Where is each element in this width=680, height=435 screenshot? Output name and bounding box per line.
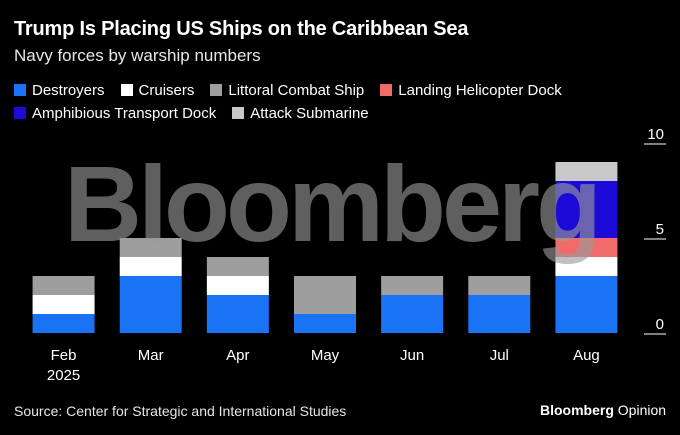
x-tick-label: Feb [51, 347, 77, 364]
x-tick-label: May [311, 347, 340, 364]
bar-segment-cruisers [555, 257, 618, 276]
bar-segment-littoral-combat-ship [381, 276, 444, 295]
x-tick-label: Aug [573, 347, 600, 364]
bar-segment-cruisers [206, 276, 269, 295]
legend-swatch [14, 107, 26, 119]
bar-segment-littoral-combat-ship [32, 276, 95, 295]
legend-label: Destroyers [32, 81, 105, 99]
bar-segment-littoral-combat-ship [294, 276, 356, 314]
legend-item-littoral-combat-ship: Littoral Combat Ship [210, 82, 364, 99]
legend-item-destroyers: Destroyers [14, 82, 105, 99]
y-tick-label: 10 [647, 126, 664, 143]
legend-item-attack-submarine: Attack Submarine [232, 104, 369, 122]
legend-swatch [232, 107, 245, 119]
bar-segment-destroyers [32, 314, 95, 333]
legend-label: Amphibious Transport Dock [32, 104, 217, 122]
brand-name: Bloomberg [540, 402, 614, 418]
legend-row-2: Amphibious Transport Dock Attack Submari… [14, 103, 654, 123]
legend-row-1: Destroyers Cruisers Littoral Combat Ship… [14, 80, 654, 100]
legend-item-cruisers: Cruisers [120, 81, 195, 99]
legend-label: Landing Helicopter Dock [398, 81, 562, 99]
bar-segment-destroyers [294, 314, 356, 333]
bar-segment-attack-submarine [555, 162, 618, 181]
legend-label: Littoral Combat Ship [228, 81, 365, 99]
y-tick-label: 5 [656, 221, 664, 238]
stacked-bar-chart: 0 5 10 Feb 2025 Mar Apr May Jun Jul Aug [32, 126, 666, 384]
brand-logo: Bloomberg Opinion [540, 402, 670, 418]
bar-segment-cruisers [32, 295, 95, 314]
bar-segment-littoral-combat-ship [468, 276, 531, 295]
x-tick-label: Mar [138, 347, 164, 364]
legend-swatch [210, 84, 223, 96]
legend: Destroyers Cruisers Littoral Combat Ship… [14, 80, 654, 126]
x-tick-label: Jul [490, 347, 509, 364]
legend-swatch [380, 84, 393, 96]
bar-segment-destroyers [206, 295, 269, 333]
chart-title: Trump Is Placing US Ships on the Caribbe… [14, 18, 469, 40]
bar-segment-littoral-combat-ship [119, 238, 182, 257]
brand-suffix: Opinion [617, 402, 667, 418]
bar-segment-destroyers [119, 276, 182, 333]
legend-item-amphibious-transport-dock: Amphibious Transport Dock [14, 105, 216, 122]
x-tick-label: Apr [226, 347, 249, 364]
legend-item-landing-helicopter-dock: Landing Helicopter Dock [380, 81, 562, 99]
legend-swatch [120, 84, 133, 96]
legend-swatch [14, 84, 26, 96]
x-tick-sublabel: 2025 [47, 367, 80, 384]
bar-segment-littoral-combat-ship [206, 257, 269, 276]
legend-label: Cruisers [138, 81, 195, 99]
bar-segment-destroyers [381, 295, 444, 333]
bar-segment-destroyers [468, 295, 531, 333]
source-note: Source: Center for Strategic and Interna… [14, 403, 347, 419]
bar-segment-destroyers [555, 276, 618, 333]
bar-segment-amphibious-transport-dock [555, 181, 618, 238]
chart-subtitle: Navy forces by warship numbers [14, 46, 261, 65]
x-tick-label: Jun [400, 347, 424, 364]
bar-segment-landing-helicopter-dock [555, 238, 618, 257]
bar-segment-cruisers [119, 257, 182, 276]
legend-label: Attack Submarine [250, 104, 369, 122]
y-tick-label: 0 [656, 316, 664, 333]
